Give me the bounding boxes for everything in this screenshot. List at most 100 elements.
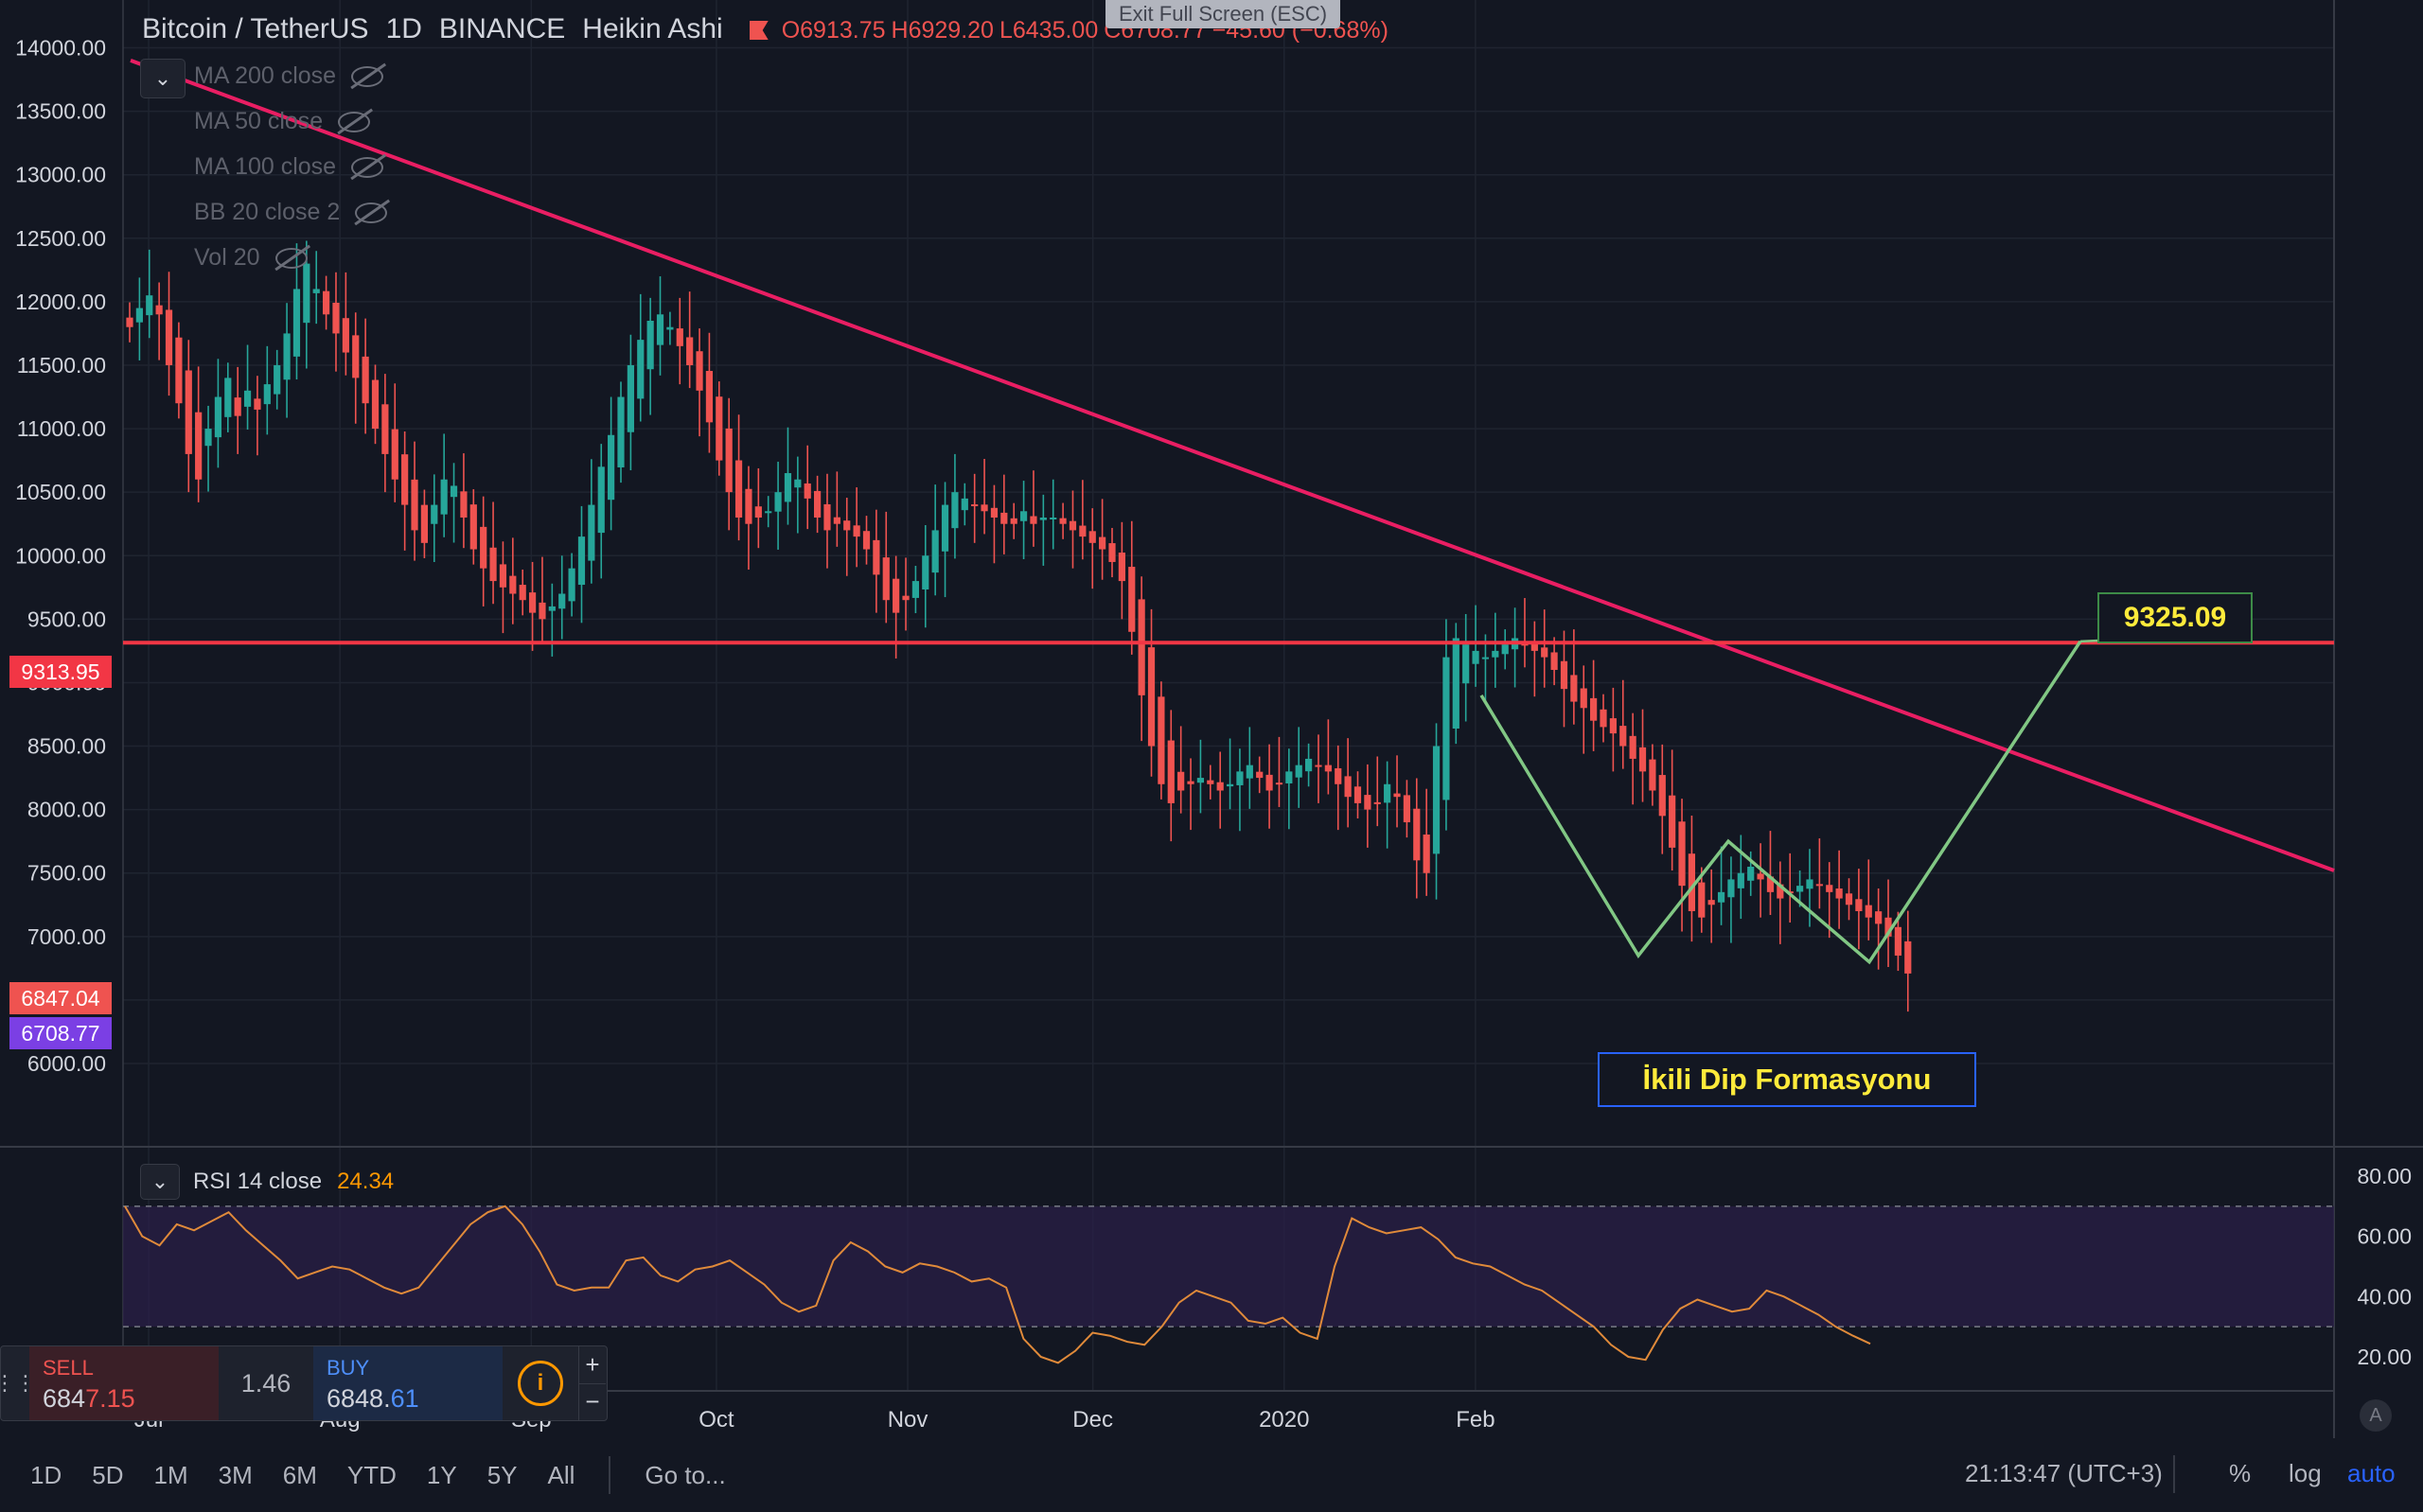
- price-tick-label: 8000.00: [27, 798, 106, 822]
- rsi-legend[interactable]: ⌄ RSI 14 close 24.34: [140, 1164, 394, 1200]
- timeframe-1y[interactable]: 1Y: [426, 1460, 457, 1489]
- candle-body: [577, 536, 586, 586]
- flag-icon[interactable]: [749, 21, 769, 40]
- auto-toggle[interactable]: auto: [2347, 1459, 2396, 1487]
- auto-scale-corner-button[interactable]: A: [2360, 1399, 2392, 1432]
- ohlc-open: O6913.75: [781, 17, 886, 44]
- candle-body: [1678, 821, 1686, 887]
- price-tick-label: 6000.00: [27, 1051, 106, 1076]
- timeframe-5y[interactable]: 5Y: [486, 1460, 518, 1489]
- candle-body: [175, 337, 183, 404]
- collapse-rsi-button[interactable]: ⌄: [140, 1164, 180, 1200]
- timeframe-ytd[interactable]: YTD: [346, 1460, 397, 1489]
- pattern-label[interactable]: İkili Dip Formasyonu: [1598, 1052, 1976, 1107]
- candle-body: [214, 396, 222, 438]
- candle-body: [597, 466, 605, 534]
- candle-body: [303, 263, 310, 324]
- trading-panel: ⋮⋮ SELL 6847.15 1.46 BUY 6848.61 i + −: [0, 1345, 608, 1421]
- indicator-row[interactable]: MA 200 close: [194, 62, 384, 90]
- candle-body: [1570, 675, 1578, 702]
- candle-body: [1580, 688, 1587, 709]
- candle-body: [1236, 771, 1244, 785]
- candle-body: [1904, 941, 1912, 974]
- candle-body: [941, 504, 949, 552]
- log-toggle[interactable]: log: [2289, 1459, 2322, 1487]
- candle-body: [352, 335, 360, 378]
- candle-body: [725, 428, 733, 493]
- go-to-button[interactable]: Go to...: [645, 1460, 726, 1489]
- buy-button[interactable]: BUY 6848.61: [313, 1346, 503, 1420]
- candle-body: [1177, 771, 1185, 791]
- candle-body: [1099, 536, 1106, 550]
- price-tick-label: 10500.00: [15, 480, 106, 504]
- minus-button[interactable]: −: [585, 1387, 600, 1416]
- target-price-callout[interactable]: 9325.09: [2097, 592, 2253, 643]
- drawings[interactable]: [123, 59, 2335, 965]
- candle-body: [411, 479, 418, 531]
- candle-body: [1629, 735, 1636, 759]
- sell-price: 6847.15: [43, 1384, 135, 1413]
- eye-hidden-icon[interactable]: [351, 65, 384, 87]
- rsi-tick-label: 20.00: [2357, 1345, 2412, 1369]
- timeframe-3m[interactable]: 3M: [218, 1460, 253, 1489]
- buy-price: 6848.61: [327, 1384, 419, 1413]
- rsi-band: [123, 1205, 2334, 1327]
- candle-body: [1315, 765, 1322, 767]
- exit-fullscreen-button[interactable]: Exit Full Screen (ESC): [1105, 0, 1341, 28]
- candle-body: [155, 305, 163, 315]
- percent-toggle[interactable]: %: [2229, 1459, 2252, 1487]
- candle-body: [243, 390, 252, 407]
- sell-button[interactable]: SELL 6847.15: [29, 1346, 219, 1420]
- indicator-row[interactable]: MA 50 close: [194, 108, 371, 135]
- candle-body: [1501, 644, 1509, 655]
- indicator-row[interactable]: MA 100 close: [194, 153, 384, 181]
- candle-body: [1335, 767, 1342, 784]
- info-button[interactable]: i: [503, 1346, 578, 1420]
- candle-body: [1187, 781, 1194, 784]
- candle-body: [371, 379, 380, 430]
- candle-body: [1530, 643, 1538, 651]
- indicator-row[interactable]: Vol 20: [194, 244, 308, 272]
- price-tick-label: 7500.00: [27, 861, 106, 886]
- timeframe-6m[interactable]: 6M: [282, 1460, 317, 1489]
- candle-body: [1757, 873, 1764, 880]
- collapse-indicators-button[interactable]: ⌄: [140, 59, 186, 98]
- candle-body: [1158, 696, 1165, 784]
- candle-body: [1059, 518, 1067, 524]
- candle-body: [961, 498, 968, 511]
- ohlc-low: L6435.00: [999, 17, 1099, 44]
- candle-body: [1717, 891, 1725, 903]
- candle-body: [1384, 783, 1391, 803]
- candle-body: [1472, 650, 1479, 664]
- timeframe-all[interactable]: All: [547, 1460, 575, 1489]
- candle-body: [204, 429, 212, 447]
- timeframe-1m[interactable]: 1M: [153, 1460, 188, 1489]
- indicator-label: BB 20 close 2: [194, 199, 341, 225]
- eye-hidden-icon[interactable]: [274, 247, 308, 269]
- candle-body: [1019, 511, 1028, 521]
- candle-body: [1393, 793, 1401, 798]
- candle-body: [1550, 652, 1558, 671]
- candle-body: [922, 555, 929, 590]
- candle-body: [1727, 879, 1735, 898]
- indicator-row[interactable]: BB 20 close 2: [194, 199, 388, 226]
- symbol-legend[interactable]: Bitcoin / TetherUS 1D BINANCE Heikin Ashi O6…: [142, 13, 1394, 45]
- candle-body: [1000, 512, 1008, 524]
- eye-hidden-icon[interactable]: [338, 111, 371, 132]
- candle-body: [1658, 775, 1666, 817]
- eye-hidden-icon[interactable]: [351, 156, 384, 178]
- plus-button[interactable]: +: [579, 1346, 606, 1384]
- candle-body: [450, 485, 458, 498]
- eye-hidden-icon[interactable]: [355, 202, 388, 223]
- candle-body: [1777, 884, 1784, 899]
- timeframe-1d[interactable]: 1D: [30, 1460, 62, 1489]
- candle-body: [1030, 516, 1037, 524]
- candle-body: [981, 504, 988, 512]
- drag-handle-icon[interactable]: ⋮⋮: [0, 1371, 36, 1395]
- candle-body: [1669, 795, 1676, 848]
- candle-body: [608, 434, 615, 501]
- info-icon: i: [518, 1361, 563, 1406]
- timeframe-5d[interactable]: 5D: [92, 1460, 124, 1489]
- clock[interactable]: 21:13:47 (UTC+3): [1965, 1459, 2163, 1487]
